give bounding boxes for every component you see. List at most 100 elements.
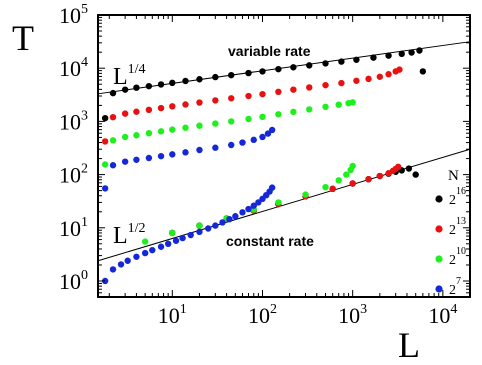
data-point-N7 xyxy=(133,156,140,163)
data-point-N13 xyxy=(376,73,384,80)
data-point-N13 xyxy=(259,90,266,98)
data-point-N16 xyxy=(212,73,219,81)
legend-label-N16: 216 xyxy=(449,186,466,208)
data-point-N13 xyxy=(228,95,235,102)
data-point-N13 xyxy=(349,180,356,187)
data-point-N10 xyxy=(101,161,109,168)
data-point-N10 xyxy=(109,137,117,144)
data-point-N13 xyxy=(109,113,117,121)
y-tick-label: 100 xyxy=(59,268,88,294)
data-point-N7 xyxy=(109,266,117,273)
series-N16-variable xyxy=(101,47,427,122)
data-point-N10 xyxy=(145,129,153,137)
data-point-N13 xyxy=(395,163,402,171)
data-point-N16 xyxy=(370,54,377,61)
data-point-N16 xyxy=(306,62,313,69)
data-point-N10 xyxy=(157,128,165,135)
legend-marker-N13 xyxy=(435,225,443,233)
data-point-N10 xyxy=(306,106,313,113)
data-point-N16 xyxy=(405,165,413,172)
data-point-N7 xyxy=(239,139,246,146)
data-point-N16 xyxy=(398,50,405,58)
y-tick-label: 102 xyxy=(59,162,88,188)
series-N13-variable xyxy=(101,66,403,145)
data-point-N16 xyxy=(228,71,235,79)
data-point-N13 xyxy=(376,172,384,180)
data-point-N13 xyxy=(306,84,313,91)
data-point-N10 xyxy=(245,115,252,123)
legend: N 216 213 210 27 xyxy=(435,168,466,298)
data-point-N13 xyxy=(329,185,336,193)
data-point-N16 xyxy=(245,69,252,77)
data-point-N13 xyxy=(212,97,219,104)
data-point-N7 xyxy=(204,225,212,232)
data-point-N13 xyxy=(145,106,153,114)
data-point-N10 xyxy=(349,99,356,106)
data-point-N16 xyxy=(101,114,109,122)
legend-label-N7: 27 xyxy=(449,276,461,298)
data-point-N7 xyxy=(250,136,257,144)
data-point-N7 xyxy=(101,185,109,192)
data-point-N7 xyxy=(141,249,149,257)
data-point-N7 xyxy=(187,231,194,239)
slope-label-half-base: L xyxy=(113,223,128,249)
data-point-N10 xyxy=(322,103,329,111)
data-point-N7 xyxy=(259,133,266,141)
data-point-N7 xyxy=(239,209,246,216)
data-point-N10 xyxy=(196,122,203,129)
data-point-N10 xyxy=(290,108,297,116)
slope-label-quarter: L1/4 xyxy=(113,62,146,90)
x-tick-label: 101 xyxy=(158,302,187,328)
data-point-N10 xyxy=(335,101,342,108)
slope-label-half-exp: 1/2 xyxy=(128,221,146,236)
data-point-N13 xyxy=(196,99,203,106)
data-point-N13 xyxy=(157,104,165,112)
data-point-N16 xyxy=(109,89,117,97)
data-point-N13 xyxy=(396,66,403,73)
legend-label-N13: 213 xyxy=(449,216,466,238)
data-point-N16 xyxy=(196,76,203,83)
data-point-N16 xyxy=(290,64,297,71)
data-point-N10 xyxy=(302,191,309,198)
data-point-N13 xyxy=(121,110,129,117)
data-point-N16 xyxy=(275,65,282,73)
data-point-N16 xyxy=(385,52,392,59)
fit-lines xyxy=(97,41,471,262)
data-point-N7 xyxy=(164,240,172,248)
data-point-N7 xyxy=(268,184,276,191)
data-point-N16 xyxy=(322,60,329,67)
data-point-N10 xyxy=(343,171,350,178)
data-point-N7 xyxy=(124,257,131,264)
data-point-N13 xyxy=(365,75,372,83)
data-point-N10 xyxy=(212,120,219,127)
data-point-N10 xyxy=(182,124,189,131)
slope-label-half: L1/2 xyxy=(113,221,146,249)
data-point-N7 xyxy=(145,154,153,162)
data-point-N13 xyxy=(275,88,282,96)
data-point-N10 xyxy=(196,222,203,229)
data-point-N7 xyxy=(268,126,276,134)
data-point-N10 xyxy=(259,113,266,121)
data-point-N7 xyxy=(245,205,252,213)
data-point-N7 xyxy=(179,234,186,242)
series-N7-constant xyxy=(101,184,276,285)
data-point-N7 xyxy=(109,162,117,169)
data-point-N7 xyxy=(157,243,165,250)
y-axis-label: T xyxy=(12,18,34,58)
data-point-N16 xyxy=(157,81,165,88)
series-N10-variable xyxy=(101,99,356,168)
data-point-N10 xyxy=(335,177,342,184)
annotation-variable-rate: variable rate xyxy=(228,43,311,59)
data-point-N16 xyxy=(408,49,415,56)
x-tick-label: 104 xyxy=(428,302,457,328)
y-tick-label: 104 xyxy=(59,55,88,81)
slope-label-quarter-base: L xyxy=(113,64,128,90)
data-point-N16 xyxy=(259,68,266,75)
data-point-N16 xyxy=(419,68,427,75)
legend-marker-N7 xyxy=(435,285,443,293)
data-point-N7 xyxy=(196,228,203,236)
annotation-constant-rate: constant rate xyxy=(226,233,314,249)
data-point-N13 xyxy=(169,103,176,110)
data-point-N7 xyxy=(212,222,219,229)
data-point-N16 xyxy=(353,56,360,63)
